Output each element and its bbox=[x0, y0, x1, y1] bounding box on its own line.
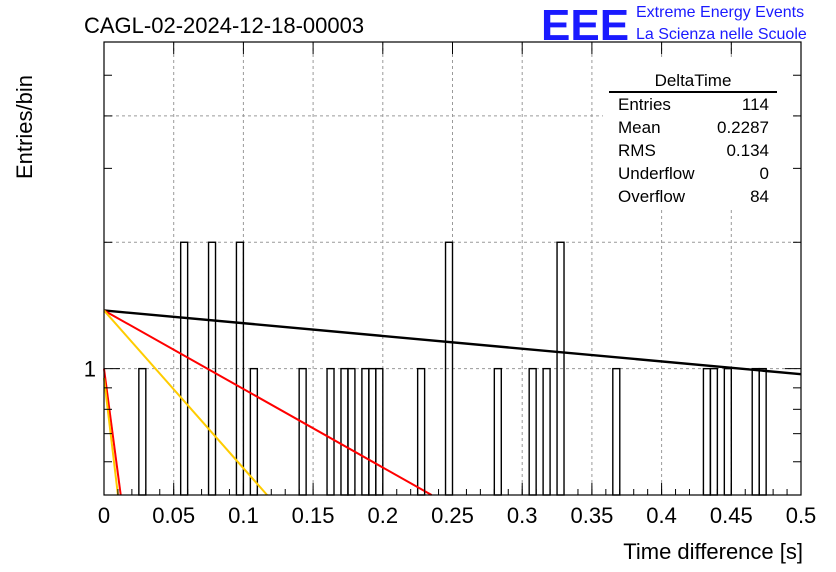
stats-row-value: 0 bbox=[760, 164, 769, 183]
histogram-bin bbox=[138, 367, 147, 496]
x-tick-label: 0.25 bbox=[431, 503, 474, 528]
histogram-bin bbox=[416, 367, 426, 496]
histogram-bin bbox=[347, 367, 356, 496]
histogram-bin bbox=[361, 367, 370, 496]
eee-logo-mark: EEE bbox=[541, 1, 629, 50]
histogram-bin bbox=[542, 367, 551, 496]
fit-line bbox=[103, 377, 119, 496]
histogram-bin bbox=[298, 367, 307, 496]
histogram-bin bbox=[723, 367, 733, 496]
stats-box-rows: Entries 114 Mean 0.2287 RMS 0.134 Underflow 0 Ov… bbox=[618, 95, 769, 206]
histogram-bin bbox=[368, 367, 377, 496]
y-tick-label: 1 bbox=[84, 357, 96, 382]
stats-row-label: Underflow bbox=[618, 164, 695, 183]
x-axis-label: Time difference [s] bbox=[623, 539, 803, 564]
stats-row-value: 0.2287 bbox=[717, 118, 769, 137]
x-tick-label: 0.1 bbox=[228, 503, 259, 528]
stats-row-value: 0.134 bbox=[726, 141, 769, 160]
histogram-bin bbox=[702, 367, 712, 496]
stats-row-label: Entries bbox=[618, 95, 671, 114]
x-tick-label: 0.05 bbox=[152, 503, 195, 528]
histogram-bin bbox=[493, 367, 502, 496]
fit-line bbox=[103, 309, 268, 496]
chart-title: CAGL-02-2024-12-18-00003 bbox=[84, 13, 364, 38]
stats-box-background bbox=[603, 60, 793, 210]
histogram-bin bbox=[758, 367, 767, 496]
stats-box: DeltaTime Entries 114 Mean 0.2287 RMS 0.134 Un… bbox=[603, 60, 793, 210]
x-tick-label: 0.3 bbox=[507, 503, 538, 528]
eee-logo-line2: La Scienza nelle Scuole bbox=[636, 26, 807, 43]
stats-row-value: 84 bbox=[750, 187, 769, 206]
stats-box-title: DeltaTime bbox=[655, 71, 732, 90]
fit-line bbox=[103, 368, 122, 496]
fit-line bbox=[103, 309, 802, 376]
stats-row-label: Overflow bbox=[618, 187, 686, 206]
histogram-bin bbox=[751, 367, 760, 496]
eee-logo: EEE Extreme Energy Events La Scienza nel… bbox=[541, 1, 807, 50]
x-tick-label: 0.35 bbox=[570, 503, 613, 528]
x-tick-label: 0.45 bbox=[710, 503, 753, 528]
histogram-bin bbox=[528, 367, 537, 496]
histogram-bin bbox=[375, 367, 384, 496]
histogram-bin bbox=[340, 367, 349, 496]
x-tick-label: 0 bbox=[98, 503, 110, 528]
y-axis-label: Entries/bin bbox=[12, 75, 37, 179]
x-tick-label: 0.15 bbox=[292, 503, 335, 528]
histogram-bin bbox=[612, 367, 621, 496]
histogram-bin bbox=[709, 367, 719, 496]
fit-line bbox=[103, 309, 433, 496]
fit-lines bbox=[103, 309, 802, 496]
x-tick-label: 0.5 bbox=[786, 503, 817, 528]
stats-row-value: 114 bbox=[742, 95, 769, 114]
eee-logo-line1: Extreme Energy Events bbox=[636, 4, 804, 21]
stats-row-label: Mean bbox=[618, 118, 661, 137]
x-tick-label: 0.2 bbox=[368, 503, 399, 528]
y-axis: 1 bbox=[84, 74, 801, 463]
x-tick-label: 0.4 bbox=[646, 503, 677, 528]
histogram-bin bbox=[326, 367, 335, 496]
x-axis: 0 0.05 0.1 0.15 0.2 0.25 0.3 0.35 0.4 0.45 0.5 bbox=[98, 42, 816, 528]
stats-row-label: RMS bbox=[618, 141, 656, 160]
